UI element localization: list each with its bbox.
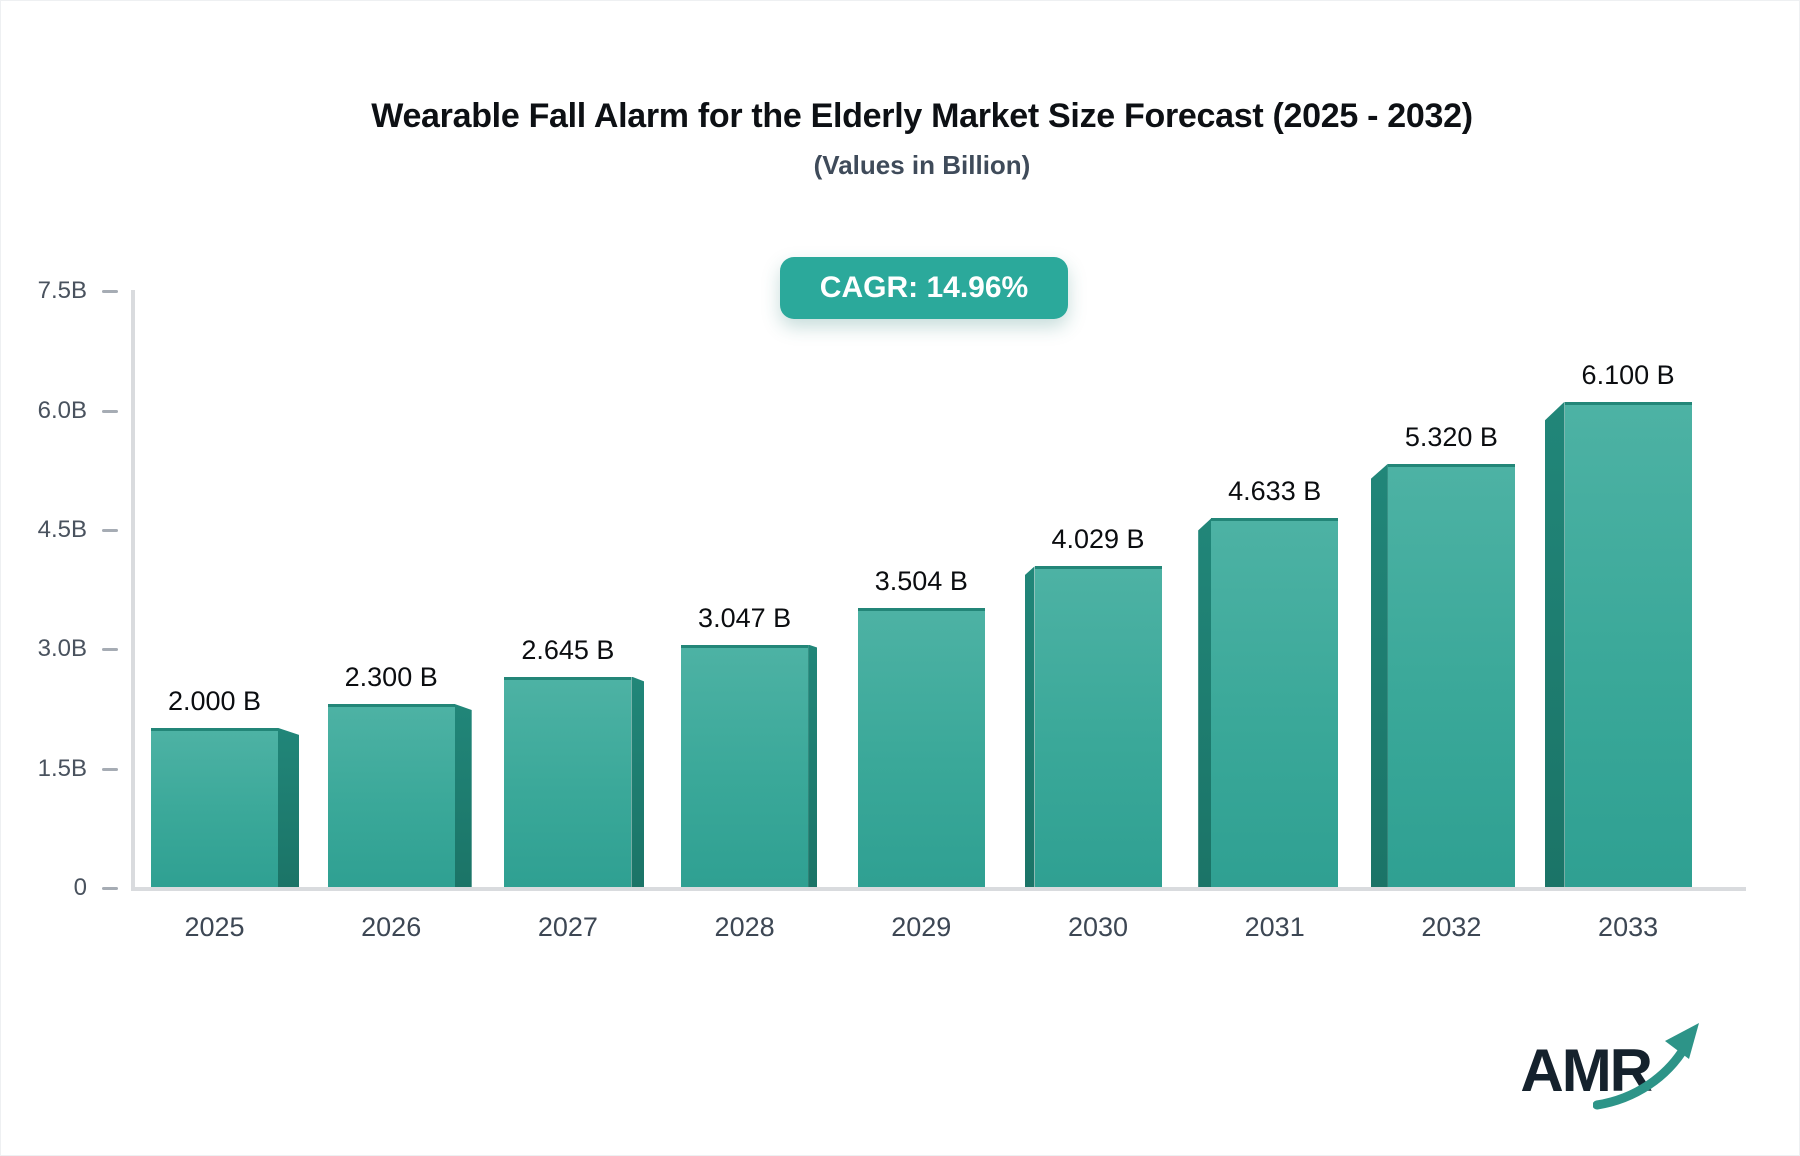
y-tick-mark [102, 290, 118, 294]
bar-value-label: 5.320 B [1404, 421, 1498, 452]
x-axis-label: 2030 [1067, 912, 1129, 942]
y-tick-mark [102, 648, 118, 652]
bar-front-face [504, 676, 632, 887]
bar-front-face [1211, 518, 1339, 887]
x-axis-label: 2029 [891, 912, 952, 942]
bar-value-label: 3.047 B [698, 602, 792, 633]
y-axis-label: 1.5B [37, 754, 87, 782]
logo-growth-arrow-icon [1593, 1023, 1699, 1110]
y-axis-label: 0 [73, 874, 87, 901]
bar-side-face [278, 727, 299, 887]
y-tick-mark [102, 528, 118, 532]
bar-front-face [1034, 566, 1162, 887]
cagr-badge: CAGR: 14.96% [779, 257, 1069, 319]
bar-side-face [1024, 566, 1035, 887]
x-axis-label: 2031 [1244, 912, 1305, 942]
bar-front-face [151, 727, 278, 887]
bar-value-label: 4.029 B [1051, 524, 1145, 555]
y-axis-label: 7.5B [37, 277, 87, 305]
y-axis-label: 3.0B [37, 635, 87, 663]
x-axis-label: 2033 [1598, 912, 1659, 942]
bar-front-face [1564, 401, 1692, 887]
x-axis-label: 2025 [184, 912, 245, 942]
bar-side-face [631, 676, 645, 887]
bar-value-label: 3.504 B [874, 566, 968, 597]
bar-front-face [681, 644, 809, 887]
y-axis-label: 6.0B [37, 396, 87, 424]
bar-value-label: 2.645 B [521, 634, 615, 665]
y-tick-mark [102, 767, 118, 771]
cagr-badge-row: CAGR: 14.96% [1, 257, 1800, 319]
chart-header: Wearable Fall Alarm for the Elderly Mark… [1, 1, 1800, 181]
chart-title: Wearable Fall Alarm for the Elderly Mark… [371, 97, 1473, 135]
bar-value-label: 2.000 B [167, 685, 262, 716]
y-axis-label: 4.5B [37, 515, 87, 543]
amr-logo: AMR [1520, 1023, 1699, 1110]
bar-side-face [1544, 401, 1565, 887]
y-tick-mark [102, 409, 118, 413]
x-axis-label: 2028 [714, 912, 775, 942]
bar-front-face [327, 703, 455, 887]
bar-side-face [1198, 518, 1212, 887]
bar-value-label: 2.300 B [344, 661, 438, 692]
bar-side-face [1370, 463, 1388, 887]
x-axis-baseline [131, 887, 1746, 891]
chart-subtitle: (Values in Billion) [813, 150, 1031, 180]
x-axis-label: 2026 [361, 912, 422, 942]
bar-front-face [1387, 463, 1515, 887]
y-axis-line [131, 290, 135, 891]
x-axis-label: 2027 [537, 912, 598, 942]
bar-front-face [857, 608, 985, 887]
bar-side-face [454, 703, 472, 887]
bar-value-label: 6.100 B [1581, 359, 1675, 390]
bar-value-label: 4.633 B [1228, 476, 1322, 507]
bar-side-face [808, 644, 818, 887]
x-axis-label: 2032 [1421, 912, 1482, 942]
y-tick-mark [102, 887, 118, 890]
